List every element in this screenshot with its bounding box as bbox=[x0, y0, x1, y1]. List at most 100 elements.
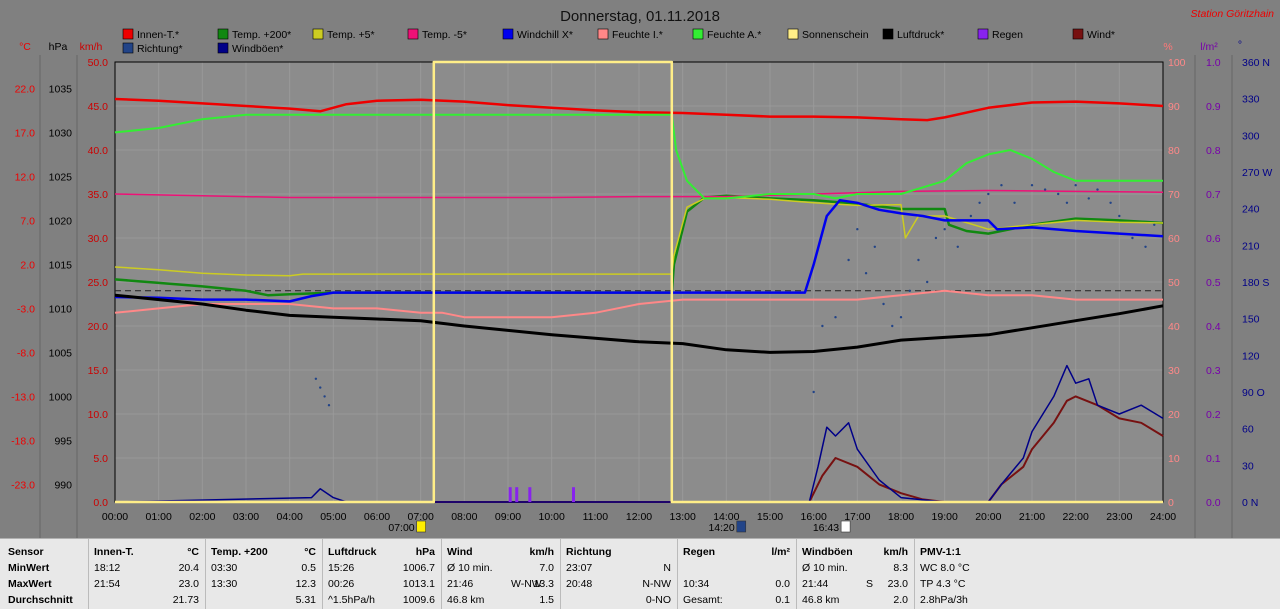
y-tick-hpa: 1025 bbox=[49, 171, 73, 183]
richtung-point bbox=[1153, 223, 1156, 226]
stats-row: 0-NO bbox=[566, 592, 671, 608]
stats-column-unit: hPa bbox=[415, 546, 435, 558]
richtung-point bbox=[1118, 214, 1121, 218]
stats-row-time: 00:26 bbox=[328, 578, 355, 590]
stats-column: Temp. +200 °C 03:30 0.5 13:30 12.3 5.31 bbox=[205, 539, 322, 609]
stats-column-title: Innen-T. bbox=[94, 546, 134, 558]
y-tick-hpa: 1005 bbox=[49, 347, 73, 359]
sunrise-icon bbox=[416, 520, 426, 533]
y-tick-deg: 90 O bbox=[1242, 387, 1265, 399]
legend-swatch bbox=[217, 42, 229, 54]
y-tick-hpa: 1030 bbox=[49, 127, 73, 139]
y-tick-kmh: 40.0 bbox=[88, 145, 109, 157]
x-tick: 10:00 bbox=[539, 511, 565, 523]
x-tick: 16:00 bbox=[801, 511, 827, 523]
series-line bbox=[114, 293, 1164, 354]
stats-label-min: MinWert bbox=[8, 562, 50, 574]
stats-row-value: N-NW bbox=[642, 578, 671, 590]
stats-row-value: 8.3 bbox=[893, 562, 908, 574]
y-tick-deg: 30 bbox=[1242, 460, 1254, 472]
richtung-point bbox=[1000, 184, 1003, 187]
stats-row-time: 23:07 bbox=[566, 562, 593, 574]
stats-row-time: Gesamt: bbox=[683, 594, 723, 606]
stats-row-value: 7.0 bbox=[539, 562, 554, 574]
richtung-point bbox=[1057, 192, 1060, 196]
x-tick: 00:00 bbox=[102, 511, 128, 523]
stats-row: 2.8hPa/3h bbox=[920, 592, 1028, 608]
legend-label: Temp. +5* bbox=[327, 29, 375, 41]
y-tick-hpa: 1035 bbox=[49, 83, 73, 95]
stats-label-max: MaxWert bbox=[8, 578, 52, 590]
y-tick-hpa: 995 bbox=[54, 435, 72, 447]
y-tick-deg: 210 bbox=[1242, 240, 1260, 252]
stats-column-title: Richtung bbox=[566, 546, 612, 558]
stats-column-unit: °C bbox=[304, 546, 316, 558]
stats-row-time: 46.8 km bbox=[447, 594, 485, 606]
stats-row-time: 21:46 bbox=[447, 578, 474, 590]
y-tick-kmh: 25.0 bbox=[88, 277, 109, 289]
stats-column: Windböen km/h Ø 10 min. 8.3 21:44 S 23.0 46.8 k… bbox=[796, 539, 914, 609]
richtung-point bbox=[1131, 236, 1134, 240]
richtung-point bbox=[908, 289, 911, 292]
stats-row-time: 46.8 km bbox=[802, 594, 840, 606]
x-tick: 04:00 bbox=[277, 511, 303, 523]
y-tick-deg: 150 bbox=[1242, 314, 1260, 326]
x-tick: 24:00 bbox=[1150, 511, 1176, 523]
stats-column-title: Regen bbox=[683, 546, 716, 558]
axis-unit-lm2: l/m² bbox=[1200, 41, 1218, 53]
richtung-point bbox=[873, 245, 876, 248]
richtung-point bbox=[323, 395, 326, 398]
x-tick: 15:00 bbox=[757, 511, 783, 523]
stats-row-time: 21:44 bbox=[802, 578, 829, 590]
stats-row-time: 21:54 bbox=[94, 578, 121, 590]
richtung-point bbox=[943, 228, 946, 231]
stats-column-title: Luftdruck bbox=[328, 546, 377, 558]
y-tick-deg: 0 N bbox=[1242, 497, 1258, 509]
stats-row-time: WC 8.0 °C bbox=[920, 562, 970, 574]
legend-swatch bbox=[502, 28, 514, 40]
y-tick-lm2: 0.2 bbox=[1206, 409, 1221, 421]
legend-swatch bbox=[882, 28, 894, 40]
y-tick-percent: 80 bbox=[1168, 145, 1180, 157]
y-tick-lm2: 1.0 bbox=[1206, 57, 1221, 69]
axis-unit-percent: % bbox=[1163, 41, 1172, 53]
stats-row-value: 0.5 bbox=[301, 562, 316, 574]
legend-label: Windchill X* bbox=[517, 29, 573, 41]
stats-label-sensor: Sensor bbox=[8, 546, 44, 558]
stats-column-header: Wind km/h bbox=[447, 544, 554, 560]
y-tick-celsius: -23.0 bbox=[11, 479, 35, 491]
legend-label: Temp. +200* bbox=[232, 29, 291, 41]
y-tick-percent: 40 bbox=[1168, 321, 1180, 333]
x-tick: 01:00 bbox=[146, 511, 172, 523]
y-tick-hpa: 1015 bbox=[49, 259, 73, 271]
y-tick-lm2: 0.3 bbox=[1206, 365, 1221, 377]
x-tick: 17:00 bbox=[844, 511, 870, 523]
x-tick: 14:00 bbox=[713, 511, 739, 523]
richtung-point bbox=[1043, 188, 1047, 191]
y-tick-lm2: 0.9 bbox=[1206, 101, 1221, 113]
stats-column: Luftdruck hPa 15:26 1006.7 00:26 1013.1 ^1.5hP… bbox=[322, 539, 441, 609]
stats-row: Ø 10 min. 7.0 bbox=[447, 560, 554, 576]
y-tick-hpa: 1010 bbox=[49, 303, 73, 315]
stats-column-header: Innen-T. °C bbox=[94, 544, 199, 560]
y-tick-kmh: 5.0 bbox=[93, 453, 108, 465]
y-tick-deg: 270 W bbox=[1242, 167, 1272, 179]
chart-title: Donnerstag, 01.11.2018 bbox=[560, 8, 720, 25]
richtung-point bbox=[327, 404, 331, 407]
legend-label: Windböen* bbox=[232, 43, 283, 55]
stats-column: Innen-T. °C 18:12 20.4 21:54 23.0 21.73 bbox=[88, 539, 205, 609]
y-tick-celsius: -3.0 bbox=[17, 303, 35, 315]
stats-row: 20:48 N-NW bbox=[566, 576, 671, 592]
station-name: Station Göritzhain bbox=[1191, 8, 1275, 20]
stats-row-value: 2.0 bbox=[893, 594, 908, 606]
stats-row-time: ^1.5hPa/h bbox=[328, 594, 375, 606]
stats-row-time: 03:30 bbox=[211, 562, 238, 574]
y-tick-kmh: 20.0 bbox=[88, 321, 109, 333]
stats-label-avg: Durchschnitt bbox=[8, 594, 73, 606]
richtung-point bbox=[864, 272, 868, 275]
stats-row-value: 0-NO bbox=[645, 594, 671, 606]
axis-unit-deg: ° bbox=[1238, 39, 1242, 51]
series-line bbox=[114, 97, 1164, 122]
stats-row-extra: W-NW bbox=[511, 578, 542, 590]
sunset-icon bbox=[840, 520, 851, 533]
